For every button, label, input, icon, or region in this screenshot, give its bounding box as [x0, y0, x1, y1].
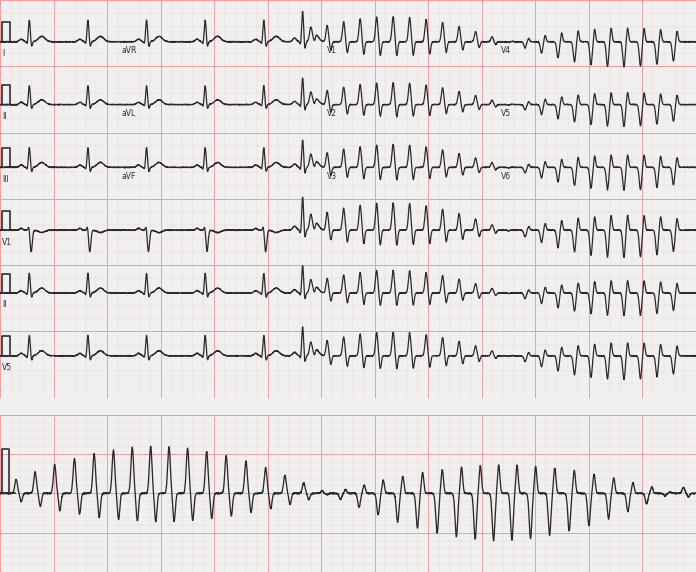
Text: V5: V5: [2, 363, 13, 372]
Text: II: II: [2, 300, 6, 309]
Text: aVF: aVF: [122, 172, 136, 181]
Text: V6: V6: [501, 172, 512, 181]
Text: II: II: [2, 112, 6, 121]
Text: V1: V1: [2, 237, 12, 247]
Text: V4: V4: [501, 46, 512, 55]
Text: aVL: aVL: [122, 109, 136, 118]
Text: V3: V3: [327, 172, 338, 181]
Text: V2: V2: [327, 109, 337, 118]
Text: III: III: [2, 175, 9, 184]
Text: V5: V5: [501, 109, 512, 118]
Text: I: I: [2, 49, 4, 58]
Text: aVR: aVR: [122, 46, 137, 55]
Text: V1: V1: [327, 46, 337, 55]
